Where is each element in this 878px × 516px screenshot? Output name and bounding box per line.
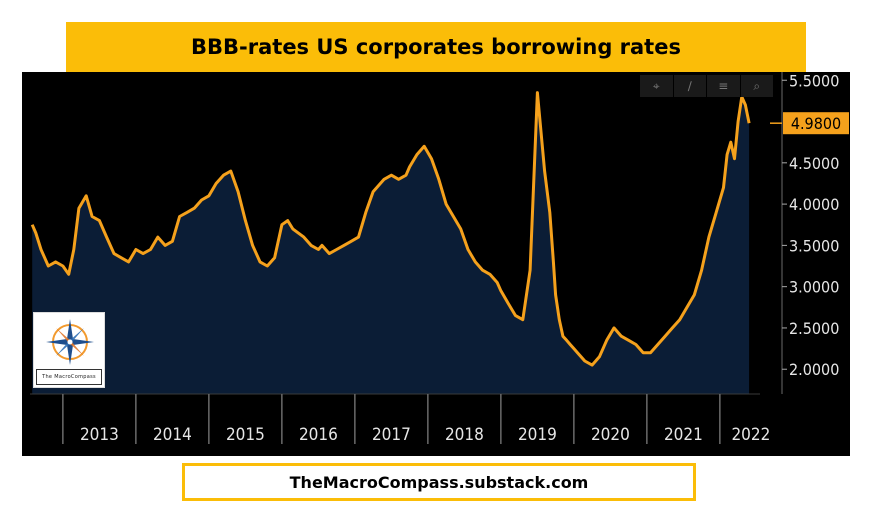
x-tick-label-2018: 2018 xyxy=(445,425,484,445)
x-tick-label-2015: 2015 xyxy=(226,425,265,445)
y-tick-label-5.5000: 5.5000 xyxy=(789,72,839,90)
compass-star-icon xyxy=(46,319,94,365)
x-tick-label-2016: 2016 xyxy=(299,425,338,445)
chart-panel: 2013 2014 2015 2016 2017 2018 2019 2020 2021 2022… xyxy=(22,72,850,456)
y-tick-label-4.5000: 4.5000 xyxy=(789,154,839,173)
x-tick-label-2017: 2017 xyxy=(372,425,411,445)
x-tick-label-2013: 2013 xyxy=(80,425,119,445)
chart-toolbar: ⌖ ∕ ≡ ⌕ xyxy=(640,75,774,97)
y-tick-label-2.5000: 2.5000 xyxy=(789,319,839,338)
last-value-label: 4.9800 xyxy=(791,114,841,133)
x-tick-label-2022: 2022 xyxy=(731,425,770,445)
series-area xyxy=(32,92,750,394)
logo-caption: The MacroCompass xyxy=(36,369,102,385)
logo-caption-line2: MacroCompass xyxy=(54,374,96,380)
chart-svg: 2013 2014 2015 2016 2017 2018 2019 2020 2021 2022… xyxy=(30,72,849,445)
zoom-icon[interactable]: ⌕ xyxy=(741,75,774,97)
draw-icon[interactable]: ∕ xyxy=(674,75,707,97)
y-tick-label-3.0000: 3.0000 xyxy=(789,278,839,297)
source-url: TheMacroCompass.substack.com xyxy=(289,472,589,492)
x-tick-label-2021: 2021 xyxy=(664,425,703,445)
chart-title-banner: BBB-rates US corporates borrowing rates xyxy=(66,22,806,72)
series-line xyxy=(30,91,751,367)
logo-caption-line1: The xyxy=(42,374,53,380)
y-tick-label-3.5000: 3.5000 xyxy=(789,236,839,255)
table-icon[interactable]: ≡ xyxy=(707,75,741,97)
y-tick-label-2.0000: 2.0000 xyxy=(789,360,839,379)
macrocompass-logo: The MacroCompass xyxy=(33,312,105,388)
x-tick-label-2020: 2020 xyxy=(591,425,630,445)
x-tick-label-2019: 2019 xyxy=(518,425,557,445)
crosshair-icon[interactable]: ⌖ xyxy=(640,75,674,97)
last-value-badge xyxy=(783,112,849,135)
chart-title: BBB-rates US corporates borrowing rates xyxy=(191,35,681,59)
x-tick-label-2014: 2014 xyxy=(153,425,192,445)
y-tick-label-4.0000: 4.0000 xyxy=(789,195,839,214)
source-footer: TheMacroCompass.substack.com xyxy=(182,463,696,501)
